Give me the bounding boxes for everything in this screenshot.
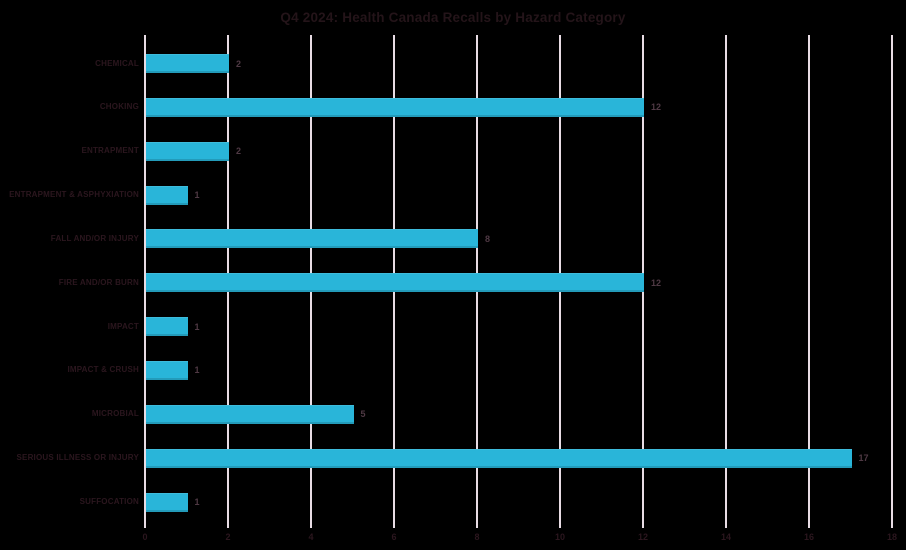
category-label: SUFFOCATION — [79, 497, 139, 506]
value-label: 12 — [651, 277, 662, 288]
value-label: 1 — [194, 497, 200, 507]
x-tick-label: 0 — [142, 532, 148, 542]
category-label: MICROBIAL — [91, 409, 139, 419]
x-tick-label: 18 — [886, 532, 897, 542]
value-label: 5 — [360, 409, 366, 420]
value-label: 1 — [194, 190, 200, 201]
bar[interactable] — [146, 54, 229, 73]
x-gridline — [808, 35, 810, 528]
chart-title: Q4 2024: Health Canada Recalls by Hazard… — [280, 10, 626, 25]
x-gridline — [891, 35, 893, 528]
bar[interactable] — [146, 492, 188, 512]
category-label: ENTRAPMENT & ASPHYXIATION — [9, 190, 139, 200]
category-label: CHOKING — [99, 102, 139, 112]
x-tick-label: 8 — [474, 532, 480, 542]
x-tick-label: 6 — [391, 532, 397, 542]
bar[interactable] — [146, 273, 644, 293]
category-label: SERIOUS ILLNESS OR INJURY — [16, 453, 139, 463]
x-tick-label: 12 — [637, 532, 648, 542]
x-tick-label: 4 — [308, 532, 314, 542]
value-label: 12 — [651, 102, 662, 113]
x-gridline — [725, 35, 727, 528]
category-label: ENTRAPMENT — [81, 146, 139, 156]
bar[interactable] — [146, 141, 229, 161]
x-tick-label: 16 — [803, 532, 814, 542]
category-label: FIRE AND/OR BURN — [58, 277, 139, 287]
bar[interactable] — [146, 97, 644, 117]
bar[interactable] — [146, 404, 354, 424]
bar[interactable] — [146, 229, 478, 249]
category-label: FALL AND/OR INJURY — [50, 233, 139, 243]
category-label: CHEMICAL — [95, 58, 139, 68]
x-tick-label: 14 — [720, 532, 731, 542]
category-label: IMPACT — [107, 321, 139, 331]
value-label: 1 — [194, 365, 200, 376]
value-label: 8 — [485, 233, 491, 244]
bar[interactable] — [146, 185, 188, 205]
value-label: 1 — [194, 321, 200, 332]
x-tick-label: 10 — [554, 532, 565, 542]
x-tick-label: 2 — [225, 532, 231, 542]
bar[interactable] — [146, 448, 852, 468]
bar[interactable] — [146, 360, 188, 380]
category-label: IMPACT & CRUSH — [67, 365, 139, 375]
value-label: 17 — [858, 453, 869, 464]
x-gridline — [144, 35, 146, 528]
bar[interactable] — [146, 317, 188, 337]
value-label: 2 — [236, 58, 242, 69]
value-label: 2 — [236, 146, 242, 157]
